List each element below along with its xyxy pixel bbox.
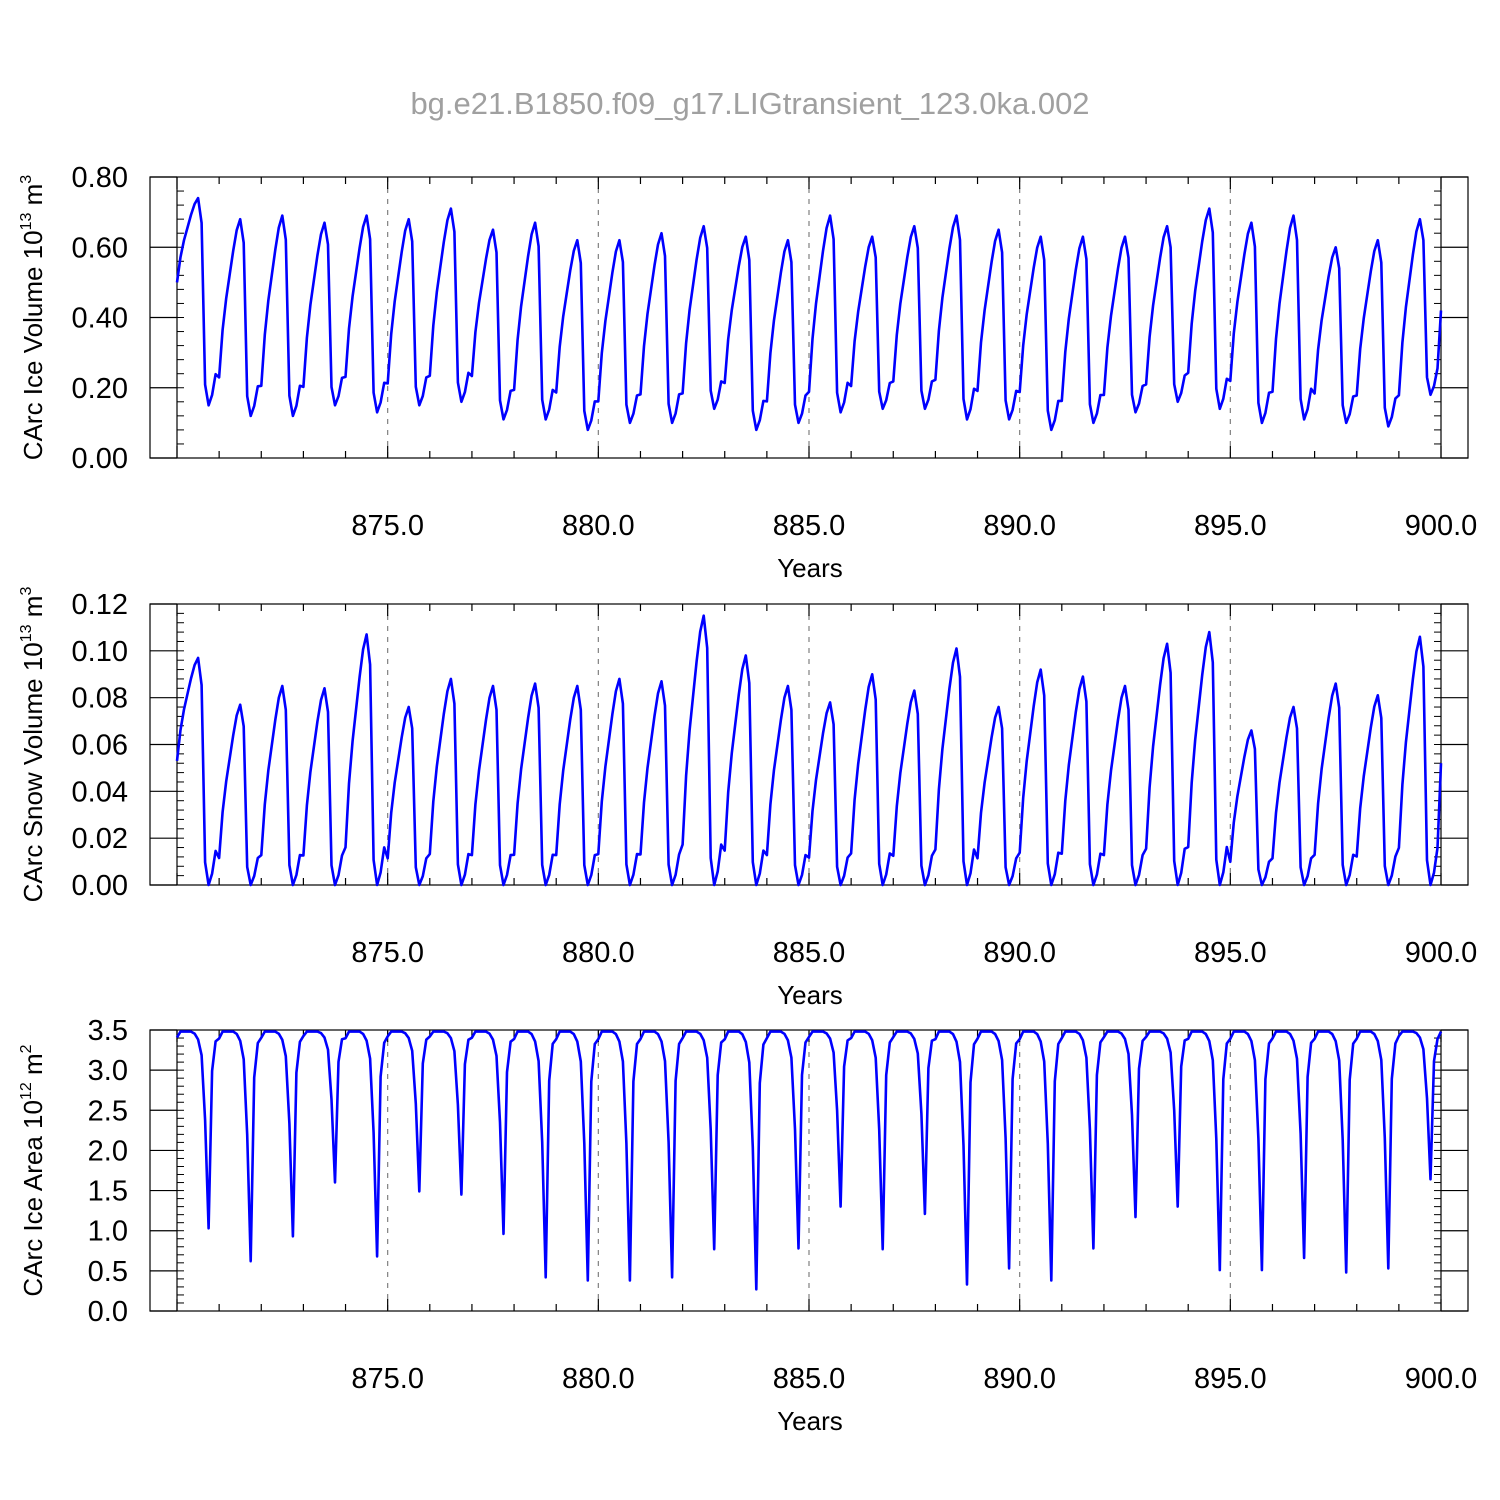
x-tick-label: 880.0 [562, 510, 635, 542]
y-axis-title-unit-exp: 3 [18, 587, 35, 596]
y-tick-label: 0.04 [72, 776, 128, 808]
y-tick-label: 0.06 [72, 730, 128, 762]
y-axis-title-base: CArc Ice Area 10 [18, 1100, 48, 1297]
y-tick-label: 2.5 [88, 1095, 128, 1127]
y-tick-label: 0.80 [72, 162, 128, 194]
y-tick-label: 3.0 [88, 1055, 128, 1087]
y-axis-title: CArc Snow Volume 1013 m3 [18, 587, 48, 903]
x-tick-label: 895.0 [1194, 937, 1267, 969]
y-tick-label: 0.5 [88, 1256, 128, 1288]
y-axis-title-unit: m [18, 184, 48, 213]
plot-frame [149, 176, 1469, 459]
x-tick-label: 885.0 [773, 937, 846, 969]
y-tick-label: 0.10 [72, 636, 128, 668]
y-tick-label: 0.02 [72, 823, 128, 855]
x-tick-label: 885.0 [773, 510, 846, 542]
y-axis-title-exp: 13 [18, 624, 35, 642]
y-tick-label: 0.0 [88, 1296, 128, 1328]
x-tick-label: 885.0 [773, 1363, 846, 1395]
x-tick-label: 895.0 [1194, 510, 1267, 542]
y-tick-label: 0.00 [72, 870, 128, 902]
x-tick-label: 900.0 [1405, 937, 1478, 969]
y-tick-label: 3.5 [88, 1015, 128, 1047]
series-line [175, 1030, 1443, 1291]
x-tick-label: 900.0 [1405, 510, 1478, 542]
y-axis-title-exp: 12 [18, 1082, 35, 1100]
y-axis-title-unit-exp: 3 [18, 175, 35, 184]
y-axis-title: CArc Ice Volume 1013 m3 [18, 175, 48, 460]
panel-2: 875.0 880.0 885.0 890.0 895.0 900.0 0.00 0.02 0.… [18, 587, 1477, 1010]
panels: 875.0 880.0 885.0 890.0 895.0 900.0 0.00 0.20 0.… [18, 162, 1477, 1436]
y-tick-label: 1.0 [88, 1216, 128, 1248]
y-tick-label: 2.0 [88, 1135, 128, 1167]
y-axis-title-base: CArc Snow Volume 10 [18, 642, 48, 902]
y-tick-label: 0.20 [72, 373, 128, 405]
panel-3: 875.0 880.0 885.0 890.0 895.0 900.0 0.0 0.5 1.0 1… [18, 1015, 1477, 1436]
plot-frame [149, 1029, 1469, 1312]
y-tick-label: 0.08 [72, 683, 128, 715]
x-axis-title: Years [777, 980, 843, 1010]
x-tick-label: 875.0 [351, 510, 424, 542]
x-tick-label: 880.0 [562, 1363, 635, 1395]
y-axis-title-unit: m [18, 1053, 48, 1082]
y-axis-title-base: CArc Ice Volume 10 [18, 230, 48, 460]
x-tick-label: 895.0 [1194, 1363, 1267, 1395]
panel-1: 875.0 880.0 885.0 890.0 895.0 900.0 0.00 0.20 0.… [18, 162, 1477, 583]
x-tick-label: 890.0 [983, 510, 1056, 542]
x-tick-label: 890.0 [983, 1363, 1056, 1395]
series-line [175, 196, 1443, 432]
y-tick-label: 0.00 [72, 443, 128, 475]
y-axis-title-exp: 13 [18, 213, 35, 231]
y-axis-title: CArc Ice Area 1012 m2 [18, 1044, 48, 1296]
x-tick-label: 880.0 [562, 937, 635, 969]
x-axis-title: Years [777, 553, 843, 583]
y-tick-label: 1.5 [88, 1176, 128, 1208]
x-tick-label: 890.0 [983, 937, 1056, 969]
y-tick-label: 0.60 [72, 232, 128, 264]
x-tick-label: 875.0 [351, 937, 424, 969]
chart-title: bg.e21.B1850.f09_g17.LIGtransient_123.0k… [410, 86, 1089, 121]
y-axis-title-unit: m [18, 596, 48, 625]
y-tick-label: 0.12 [72, 589, 128, 621]
x-tick-label: 900.0 [1405, 1363, 1478, 1395]
x-axis-title: Years [777, 1406, 843, 1436]
x-tick-label: 875.0 [351, 1363, 424, 1395]
y-axis-title-unit-exp: 2 [18, 1044, 35, 1053]
y-tick-label: 0.40 [72, 303, 128, 335]
series-line [175, 614, 1443, 887]
